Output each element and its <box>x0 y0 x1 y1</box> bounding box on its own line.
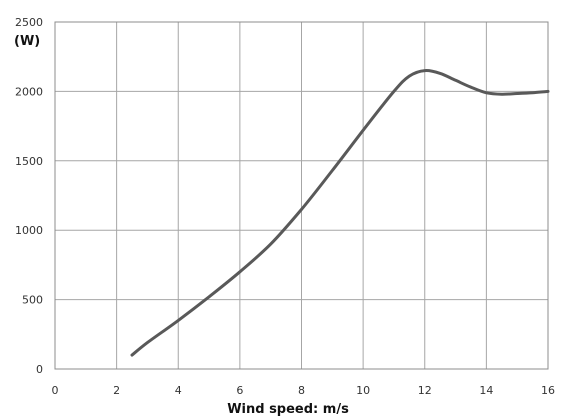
x-tick-label: 6 <box>236 384 243 397</box>
y-tick-labels: 0 500 1000 1500 2000 2500 <box>15 16 43 376</box>
plot-frame <box>54 21 549 370</box>
x-axis-label: Wind speed: m/s <box>227 402 349 417</box>
x-tick-label: 10 <box>356 384 370 397</box>
y-tick-label: 2500 <box>15 16 43 29</box>
x-tick-label: 0 <box>52 384 59 397</box>
x-tick-labels: 0 2 4 6 8 10 12 14 16 <box>52 384 556 397</box>
y-tick-label: 1500 <box>15 155 43 168</box>
x-tick-label: 4 <box>175 384 182 397</box>
x-tick-label: 14 <box>479 384 493 397</box>
y-axis-label: (W) <box>14 34 40 49</box>
grid-lines <box>54 21 549 370</box>
x-tick-label: 12 <box>418 384 432 397</box>
y-tick-label: 2000 <box>15 85 43 98</box>
y-tick-label: 1000 <box>15 224 43 237</box>
y-tick-label: 500 <box>22 294 43 307</box>
power-series-line <box>130 69 550 357</box>
y-tick-label: 0 <box>36 363 43 376</box>
x-tick-label: 2 <box>113 384 120 397</box>
x-tick-label: 16 <box>541 384 555 397</box>
x-tick-label: 8 <box>298 384 305 397</box>
